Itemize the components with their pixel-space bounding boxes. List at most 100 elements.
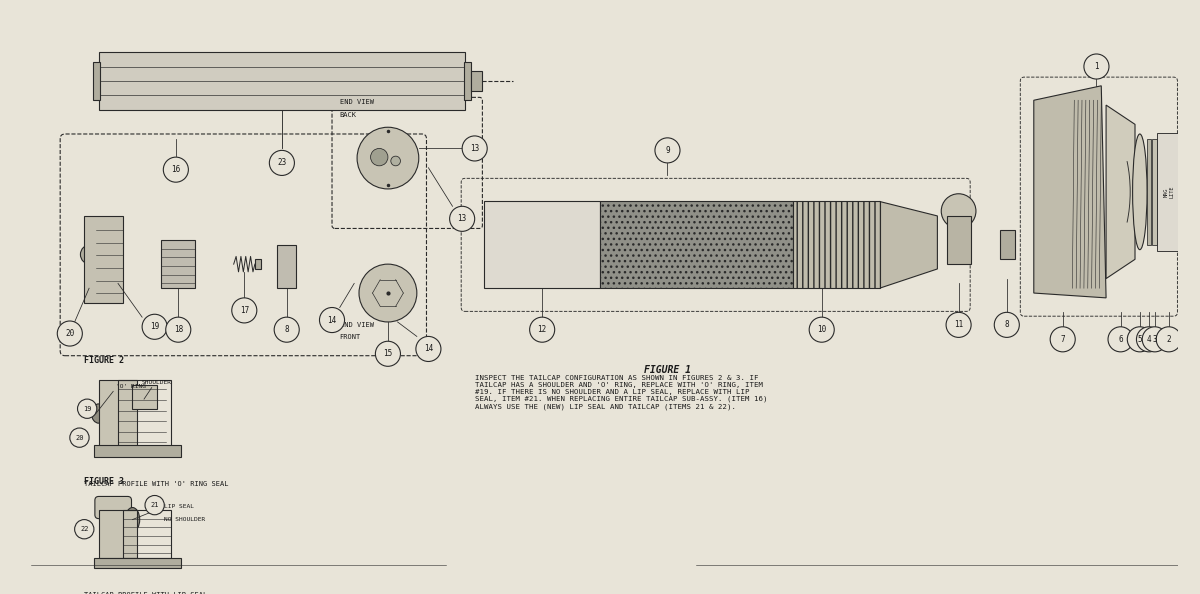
Text: FIGURE 3: FIGURE 3 <box>84 477 125 486</box>
Text: MAG
LITE: MAG LITE <box>1163 185 1174 198</box>
Text: 13: 13 <box>470 144 479 153</box>
Circle shape <box>232 298 257 323</box>
Text: 4: 4 <box>1147 335 1151 344</box>
Text: FIGURE 2: FIGURE 2 <box>84 356 125 365</box>
Text: 14: 14 <box>328 315 337 324</box>
Bar <box>485 201 600 288</box>
Bar <box>122 510 172 558</box>
Text: 17: 17 <box>240 306 248 315</box>
Circle shape <box>995 312 1019 337</box>
Text: 16: 16 <box>172 165 180 174</box>
Text: 'O' RING: 'O' RING <box>116 384 146 390</box>
Bar <box>1146 139 1151 245</box>
Circle shape <box>358 127 419 189</box>
Bar <box>161 240 196 288</box>
Text: 20: 20 <box>76 435 84 441</box>
Text: SHOULDER: SHOULDER <box>142 380 172 385</box>
Bar <box>84 216 122 303</box>
Text: LIP SEAL: LIP SEAL <box>164 504 194 508</box>
Circle shape <box>809 317 834 342</box>
Polygon shape <box>1106 105 1135 279</box>
Circle shape <box>274 317 299 342</box>
Text: END VIEW: END VIEW <box>340 99 373 105</box>
Bar <box>1000 230 1014 260</box>
Bar <box>98 52 466 110</box>
Bar <box>947 216 971 264</box>
Circle shape <box>941 194 976 229</box>
Circle shape <box>70 428 89 447</box>
Text: 11: 11 <box>954 320 964 329</box>
Text: 14: 14 <box>424 345 433 353</box>
Text: 9: 9 <box>665 146 670 155</box>
Circle shape <box>166 317 191 342</box>
Circle shape <box>359 264 416 322</box>
Circle shape <box>529 317 554 342</box>
Text: INSPECT THE TAILCAP CONFIGURATION AS SHOWN IN FIGURES 2 & 3. IF
TAILCAP HAS A SH: INSPECT THE TAILCAP CONFIGURATION AS SHO… <box>475 375 767 410</box>
Bar <box>98 510 137 558</box>
Text: 10: 10 <box>817 325 827 334</box>
Text: 2: 2 <box>1166 335 1171 344</box>
Circle shape <box>416 336 440 362</box>
Circle shape <box>1084 54 1109 79</box>
Text: 13: 13 <box>457 214 467 223</box>
Bar <box>94 446 181 457</box>
Circle shape <box>269 150 294 175</box>
Circle shape <box>371 148 388 166</box>
Bar <box>464 62 470 100</box>
Text: 21: 21 <box>150 502 158 508</box>
Bar <box>118 380 172 447</box>
Circle shape <box>376 341 401 366</box>
Text: 22: 22 <box>80 526 89 532</box>
Circle shape <box>655 138 680 163</box>
Text: 8: 8 <box>284 325 289 334</box>
Circle shape <box>462 136 487 161</box>
Circle shape <box>946 312 971 337</box>
Text: 3: 3 <box>1152 335 1157 344</box>
Bar <box>92 62 100 100</box>
Text: END VIEW: END VIEW <box>340 322 373 328</box>
Bar <box>793 201 880 288</box>
Bar <box>470 71 482 91</box>
Text: FRONT: FRONT <box>340 334 361 340</box>
Bar <box>600 201 793 288</box>
Bar <box>132 385 156 409</box>
Circle shape <box>80 245 100 264</box>
Circle shape <box>142 314 167 339</box>
Text: 7: 7 <box>1061 335 1066 344</box>
FancyBboxPatch shape <box>95 497 132 519</box>
Bar <box>94 558 181 568</box>
Text: 8: 8 <box>1004 320 1009 329</box>
Text: 19: 19 <box>150 323 160 331</box>
Ellipse shape <box>125 507 139 532</box>
Text: 1: 1 <box>1094 62 1099 71</box>
Circle shape <box>391 156 401 166</box>
Circle shape <box>1108 327 1133 352</box>
Circle shape <box>78 399 97 418</box>
Circle shape <box>1142 327 1168 352</box>
Bar <box>98 380 137 447</box>
Polygon shape <box>880 201 937 288</box>
Text: FIGURE 1: FIGURE 1 <box>644 365 691 375</box>
Circle shape <box>74 520 94 539</box>
Text: 20: 20 <box>65 329 74 338</box>
Circle shape <box>1050 327 1075 352</box>
Circle shape <box>319 308 344 333</box>
Circle shape <box>145 495 164 515</box>
Text: NO SHOULDER: NO SHOULDER <box>164 517 205 522</box>
Text: TAILCAP PROFILE WITH LIP SEAL: TAILCAP PROFILE WITH LIP SEAL <box>84 592 208 594</box>
Circle shape <box>1157 327 1181 352</box>
Ellipse shape <box>1133 134 1147 249</box>
FancyBboxPatch shape <box>1157 133 1181 251</box>
Ellipse shape <box>91 404 106 423</box>
Bar <box>254 260 260 269</box>
Text: 23: 23 <box>277 159 287 168</box>
Text: 5: 5 <box>1138 335 1142 344</box>
Circle shape <box>450 206 475 231</box>
Circle shape <box>1127 327 1152 352</box>
Bar <box>1152 139 1157 245</box>
Text: 19: 19 <box>83 406 91 412</box>
Bar <box>277 245 296 288</box>
Text: 15: 15 <box>383 349 392 358</box>
Circle shape <box>1136 327 1162 352</box>
Circle shape <box>58 321 83 346</box>
